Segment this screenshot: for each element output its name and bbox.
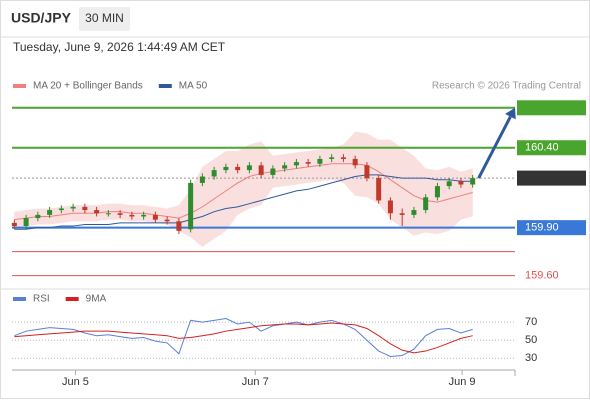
candle-body bbox=[105, 213, 111, 215]
candle-body bbox=[70, 206, 76, 209]
candle-body bbox=[246, 165, 252, 171]
candle-body bbox=[352, 158, 358, 166]
candle-body bbox=[305, 162, 311, 164]
candle-body bbox=[282, 165, 288, 169]
legend-swatch bbox=[13, 84, 26, 88]
legend-label: MA 20 + Bollinger Bands bbox=[33, 81, 143, 92]
candle-body bbox=[152, 214, 158, 220]
bollinger-band bbox=[14, 131, 473, 247]
legend-label: 9MA bbox=[86, 294, 107, 305]
candle-body bbox=[399, 213, 405, 215]
candle-body bbox=[317, 158, 323, 164]
candle-body bbox=[446, 181, 452, 187]
legend-label: MA 50 bbox=[179, 81, 208, 92]
candle-body bbox=[411, 210, 417, 215]
candle-body bbox=[364, 165, 370, 179]
candle-body bbox=[94, 210, 100, 214]
symbol: USD/JPY bbox=[11, 10, 72, 26]
x-tick-label: Jun 7 bbox=[242, 376, 269, 388]
candle-body bbox=[470, 178, 476, 185]
candle-body bbox=[117, 213, 123, 215]
level-label-box bbox=[517, 170, 586, 186]
candle-body bbox=[176, 221, 182, 231]
candle-body bbox=[82, 206, 88, 211]
candle-body bbox=[376, 178, 382, 201]
candle-body bbox=[329, 157, 335, 159]
candle-body bbox=[211, 170, 217, 177]
legend-swatch bbox=[158, 84, 172, 88]
level-label: 159.60 bbox=[525, 270, 559, 282]
candle-body bbox=[270, 168, 276, 175]
ma50-line bbox=[14, 174, 473, 230]
candle-body bbox=[58, 208, 64, 211]
legend-label: RSI bbox=[33, 294, 50, 305]
timeframe-box bbox=[79, 7, 130, 31]
candle-body bbox=[35, 214, 41, 219]
indicator-line bbox=[14, 318, 473, 357]
level-label-box bbox=[517, 140, 586, 156]
level-label: 159.90 bbox=[525, 222, 559, 234]
y-tick-label: 30 bbox=[525, 352, 537, 364]
legend-swatch bbox=[13, 297, 26, 301]
forecast-arrow bbox=[477, 115, 512, 179]
x-tick-label: Jun 5 bbox=[62, 376, 89, 388]
candle-body bbox=[458, 181, 464, 185]
candle-body bbox=[293, 162, 299, 166]
x-tick-label: Jun 9 bbox=[449, 376, 476, 388]
timestamp: Tuesday, June 9, 2026 1:44:49 AM CET bbox=[13, 40, 226, 54]
candle-body bbox=[188, 182, 194, 230]
candle-body bbox=[223, 166, 229, 171]
level-label-box bbox=[517, 100, 586, 116]
candle-body bbox=[387, 200, 393, 214]
candle-body bbox=[199, 176, 205, 183]
candle-body bbox=[423, 197, 429, 211]
legend-swatch bbox=[65, 297, 79, 301]
candle-body bbox=[47, 210, 53, 215]
candle-body bbox=[258, 165, 264, 175]
candle-body bbox=[11, 222, 17, 227]
candle-body bbox=[235, 166, 241, 171]
forecast-arrow-head bbox=[505, 107, 516, 120]
candle-body bbox=[164, 219, 170, 222]
timeframe: 30 MIN bbox=[85, 11, 124, 25]
level-label-box bbox=[517, 220, 586, 236]
y-tick-label: 50 bbox=[525, 334, 537, 346]
y-tick-label: 70 bbox=[525, 316, 537, 328]
source: Research © 2026 Trading Central bbox=[432, 81, 581, 92]
candle-body bbox=[340, 157, 346, 159]
candle-body bbox=[434, 186, 440, 198]
indicator-line bbox=[14, 322, 473, 354]
candle-body bbox=[141, 214, 147, 217]
level-label: 160.40 bbox=[525, 142, 559, 154]
ma20-line bbox=[14, 163, 473, 221]
candle-body bbox=[23, 218, 29, 227]
candle-body bbox=[129, 214, 135, 217]
